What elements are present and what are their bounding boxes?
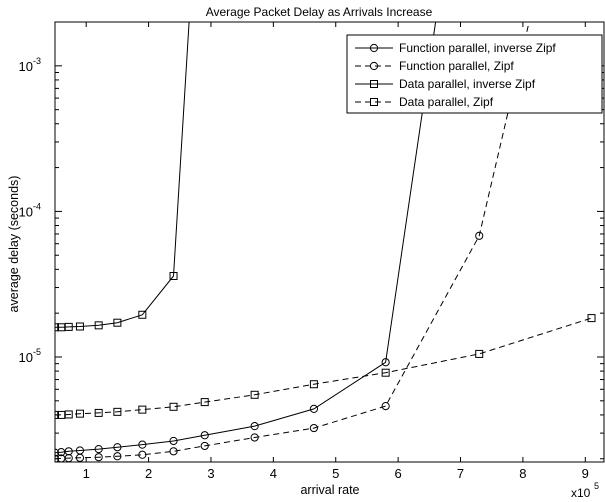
y-axis-label: average delay (seconds) (7, 176, 21, 313)
x-tick-label: 5 (332, 466, 339, 481)
data-point (94, 408, 103, 417)
data-point (55, 410, 59, 419)
legend-label: Data parallel, inverse Zipf (399, 77, 536, 91)
x-tick-label: 2 (145, 466, 152, 481)
legend-label: Function parallel, inverse Zipf (399, 41, 556, 55)
x-multiplier-base: x10 (571, 486, 591, 500)
series-1 (55, 22, 437, 457)
data-point (64, 410, 73, 419)
data-point (169, 447, 178, 456)
data-point (169, 402, 178, 411)
series-group (55, 22, 596, 462)
data-point (309, 423, 319, 433)
series-2 (55, 22, 530, 462)
y-tick-label: 10 (19, 59, 33, 74)
data-point (64, 322, 73, 331)
data-point (138, 405, 147, 414)
x-multiplier-exponent: 5 (594, 481, 599, 491)
data-point (169, 436, 178, 446)
data-point (94, 445, 103, 454)
series-3 (55, 22, 190, 332)
data-point (138, 310, 147, 319)
x-tick-label: 6 (395, 466, 402, 481)
data-point (381, 368, 390, 377)
x-tick-label: 1 (83, 466, 90, 481)
data-point (200, 398, 209, 407)
axes-frame (54, 21, 605, 463)
data-point (64, 454, 73, 462)
x-tick-label: 9 (582, 466, 589, 481)
data-point (169, 272, 178, 281)
data-point (94, 321, 103, 330)
data-point (250, 390, 259, 399)
x-axis-label: arrival rate (300, 483, 359, 497)
x-tick-label: 3 (207, 466, 214, 481)
data-point (138, 450, 147, 459)
x-multiplier: x10 5 (571, 481, 599, 500)
data-point (381, 401, 390, 411)
data-point (113, 407, 122, 416)
data-point (250, 422, 259, 431)
data-point (250, 433, 259, 442)
data-point (587, 314, 596, 323)
y-tick-label: 10 (19, 204, 33, 219)
legend: Function parallel, inverse Zipf Function … (346, 34, 603, 114)
data-point (200, 431, 209, 440)
chart-title: Average Packet Delay as Arrivals Increas… (206, 5, 433, 19)
data-point (55, 323, 59, 332)
series-line (55, 317, 592, 416)
x-tick-label: 7 (457, 466, 464, 481)
data-point (75, 409, 84, 418)
legend-swatch-marker (369, 43, 379, 53)
series-line (55, 22, 437, 454)
x-tick-label: 4 (270, 466, 277, 481)
y-tick-label-exponent: -5 (33, 347, 41, 357)
data-point (309, 404, 319, 414)
y-tick-label-exponent: -3 (33, 56, 41, 66)
data-point (475, 231, 484, 240)
data-point (75, 453, 85, 462)
data-point (381, 358, 390, 367)
y-tick-label: 10 (19, 350, 33, 365)
series-4 (55, 314, 596, 419)
data-point (475, 349, 484, 358)
data-point (94, 453, 103, 462)
legend-swatch-marker (370, 98, 378, 106)
legend-label: Function parallel, Zipf (399, 59, 514, 73)
data-point (55, 454, 60, 462)
data-point (113, 443, 122, 452)
legend-label: Data parallel, Zipf (399, 95, 494, 109)
y-tick-label-exponent: -4 (33, 201, 41, 211)
data-point (113, 318, 122, 327)
data-point (138, 440, 147, 449)
series-line (55, 22, 530, 460)
legend-swatch-marker (369, 61, 379, 71)
legend-swatch-marker (370, 80, 378, 88)
data-point (309, 380, 318, 389)
x-tick-label: 8 (519, 466, 526, 481)
series-line (55, 22, 190, 328)
data-point (55, 448, 60, 457)
data-point (113, 452, 122, 461)
data-point (200, 441, 209, 451)
data-point (75, 322, 84, 331)
